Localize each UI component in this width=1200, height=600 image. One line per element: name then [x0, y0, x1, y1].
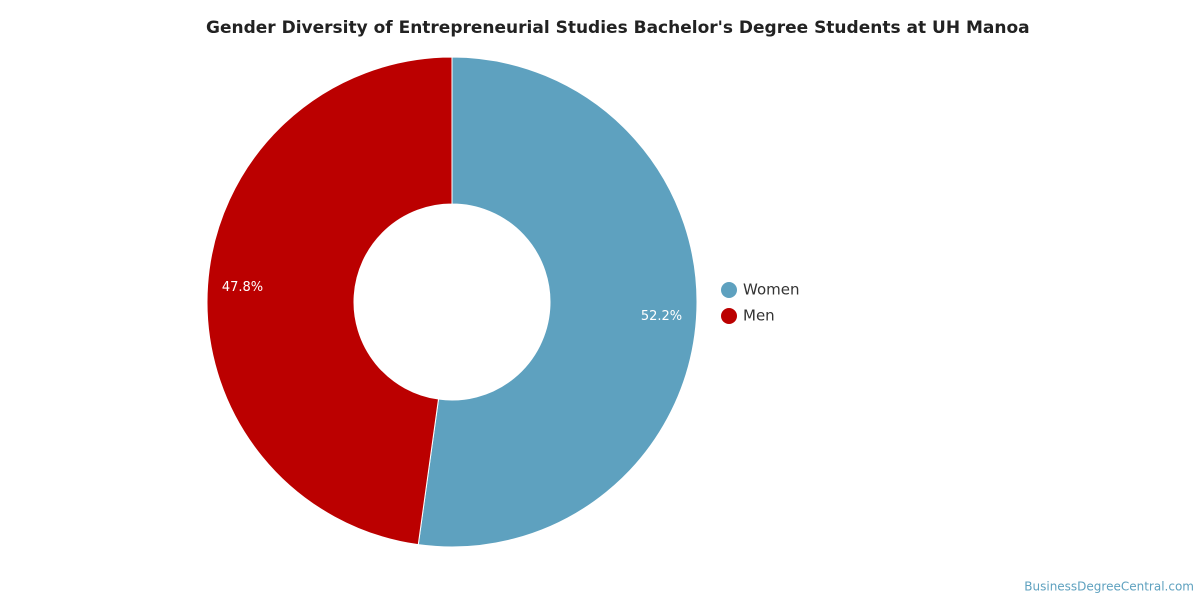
donut-slice	[206, 56, 453, 546]
legend-label: Women	[743, 281, 799, 299]
legend-marker	[721, 308, 737, 324]
donut-slice	[417, 56, 698, 548]
legend-label: Men	[743, 307, 775, 325]
chart-title: Gender Diversity of Entrepreneurial Stud…	[206, 18, 1030, 38]
credit: BusinessDegreeCentral.com	[1024, 580, 1194, 594]
value-label: 47.8%	[222, 280, 263, 295]
legend-marker	[721, 282, 737, 298]
value-label: 52.2%	[641, 309, 682, 324]
